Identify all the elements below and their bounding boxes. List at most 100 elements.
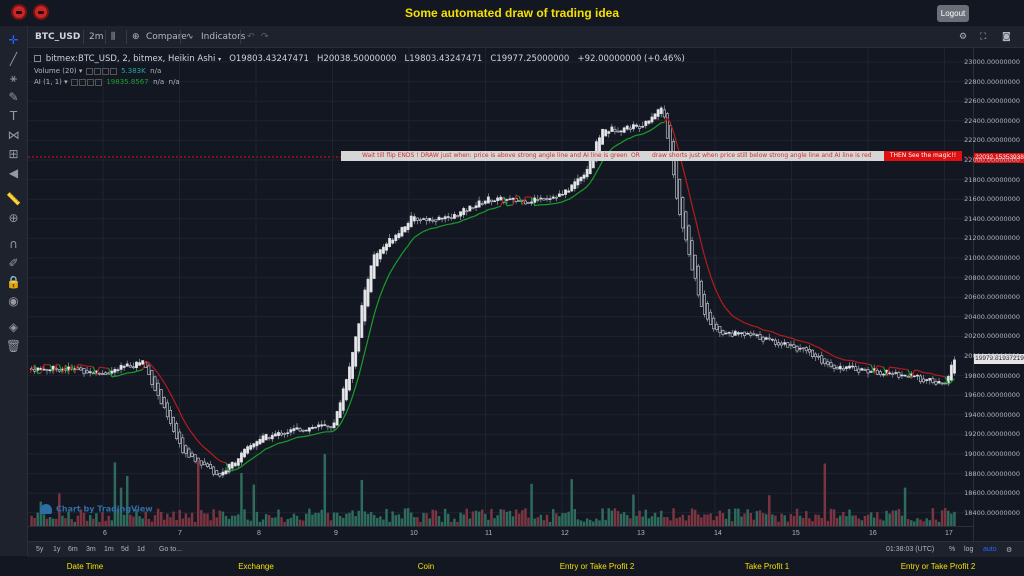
back-arrow-icon[interactable]: ◀ [8, 166, 19, 180]
price-chart[interactable]: bitmex:BTC_USD, 2, bitmex, Heikin Ashi ▾… [28, 48, 973, 541]
volume-legend[interactable]: Volume (20) ▾ 5.383K n/a [34, 67, 162, 75]
candle-body [218, 472, 222, 477]
ruler-icon[interactable]: 📏 [6, 192, 21, 206]
ai-line-segment [213, 455, 218, 459]
tradingview-watermark[interactable]: Chart by TradingView [40, 504, 153, 514]
fib-icon[interactable]: ⚹ [9, 71, 18, 85]
pattern-icon[interactable]: ⋈ [7, 128, 20, 142]
chevron-down-icon[interactable]: ▾ [218, 56, 222, 63]
volume-bar [153, 515, 157, 526]
ai-line-segment [873, 365, 878, 374]
volume-bar [36, 512, 39, 526]
percent-toggle[interactable]: % [949, 546, 956, 553]
candle-body [252, 443, 256, 448]
volume-bar [672, 508, 675, 526]
indicators-icon[interactable]: ∿ [186, 32, 194, 42]
candle-body [107, 372, 111, 375]
zoom-icon[interactable]: ⊕ [8, 211, 19, 225]
candle-body [456, 215, 459, 218]
ai-line-segment [700, 243, 706, 256]
indicators-button[interactable]: Indicators [201, 32, 246, 42]
goto-button[interactable]: Go to... [159, 546, 182, 553]
chart-canvas[interactable] [28, 48, 973, 541]
price-axis-label: 19000.00000000 [964, 450, 1020, 458]
ai-line-segment [750, 324, 754, 327]
volume-bar [267, 515, 271, 526]
volume-bar [54, 518, 58, 526]
candle-body [527, 202, 530, 204]
volume-bar [221, 511, 225, 526]
ai-legend[interactable]: AI (1, 1) ▾ 19835.8567 n/a n/a [34, 78, 180, 86]
volume-bar [900, 515, 904, 526]
candle-body [736, 332, 740, 335]
volume-bar [135, 509, 138, 526]
range-3m[interactable]: 3m [86, 546, 96, 553]
prediction-icon[interactable]: ⊞ [8, 147, 19, 161]
candle-body [869, 371, 873, 373]
candle-body [681, 197, 685, 229]
range-5y[interactable]: 5y [36, 546, 44, 553]
candle-body [267, 437, 271, 439]
brush-icon[interactable]: ✎ [8, 90, 19, 104]
redo-icon[interactable]: ↷ [261, 32, 269, 42]
volume-bar [493, 518, 496, 526]
clock-time[interactable]: 01:38:03 (UTC) [886, 546, 935, 553]
candle-body [641, 125, 645, 128]
range-1d[interactable]: 1d [137, 546, 145, 553]
candle-body [486, 196, 490, 204]
candle-style-icon[interactable]: ⫼ [111, 32, 116, 42]
ai-line-segment [312, 433, 316, 436]
ai-line-segment [475, 213, 480, 217]
candle-body [363, 289, 367, 322]
ai-line-segment [793, 338, 798, 341]
volume-bar [419, 521, 422, 526]
candle-body [730, 332, 734, 337]
candle-body [243, 448, 246, 458]
price-axis[interactable]: 22032.15353938 19979.81937219 23000.0000… [964, 48, 1024, 541]
eye-icon[interactable]: ◉ [8, 294, 19, 308]
range-6m[interactable]: 6m [68, 546, 78, 553]
collapse-icon[interactable] [34, 55, 41, 62]
legend-title[interactable]: bitmex:BTC_USD, 2, bitmex, Heikin Ashi [45, 54, 216, 64]
volume-bar [897, 509, 901, 526]
compare-icon[interactable]: ⊕ [132, 32, 140, 42]
fullscreen-icon[interactable]: ⛶ [980, 32, 987, 42]
magnet-icon[interactable]: ∩ [9, 237, 18, 251]
settings-icon[interactable]: ⚙ [959, 32, 968, 42]
volume-bar [659, 510, 663, 526]
camera-icon[interactable]: ◙ [1002, 32, 1011, 42]
crosshair-icon[interactable]: ✛ [8, 33, 19, 47]
time-axis[interactable]: 6 7 8 9 10 11 12 13 14 15 16 17 [28, 526, 973, 541]
layers-icon[interactable]: ◈ [8, 320, 19, 334]
volume-bar [215, 517, 218, 526]
candle-body [616, 130, 620, 133]
compare-button[interactable]: Compare [146, 32, 187, 42]
volume-bar [845, 516, 848, 526]
undo-icon[interactable]: ↶ [247, 32, 255, 42]
trash-icon[interactable]: 🗑 [5, 339, 22, 353]
volume-bar [943, 508, 947, 526]
footer-entry-tp2: Entry or Take Profit 2 [559, 562, 635, 571]
pencil-lock-icon[interactable]: ✐ [8, 256, 19, 270]
trendline-icon[interactable]: ╱ [9, 52, 18, 66]
volume-bar [342, 517, 345, 526]
range-1y[interactable]: 1y [53, 546, 61, 553]
candle-body [98, 372, 101, 375]
candle-body [709, 311, 713, 325]
auto-toggle[interactable]: auto [983, 546, 997, 553]
gear-icon[interactable]: ⚙ [1006, 547, 1013, 554]
ai-line-segment [74, 364, 79, 374]
volume-bar [872, 517, 876, 526]
symbol-search[interactable]: BTC_USD [35, 32, 81, 42]
text-icon[interactable]: T [9, 109, 18, 123]
range-1m[interactable]: 1m [104, 546, 114, 553]
ai-line-segment [413, 234, 418, 238]
candle-body [764, 337, 768, 340]
log-toggle[interactable]: log [964, 546, 974, 553]
ai-line-segment [228, 469, 233, 472]
interval-button[interactable]: 2m [89, 32, 104, 42]
volume-bar [548, 521, 552, 526]
range-5d[interactable]: 5d [121, 546, 129, 553]
logout-button[interactable]: Logout [937, 5, 969, 22]
lock-icon[interactable]: 🔒 [6, 275, 21, 289]
